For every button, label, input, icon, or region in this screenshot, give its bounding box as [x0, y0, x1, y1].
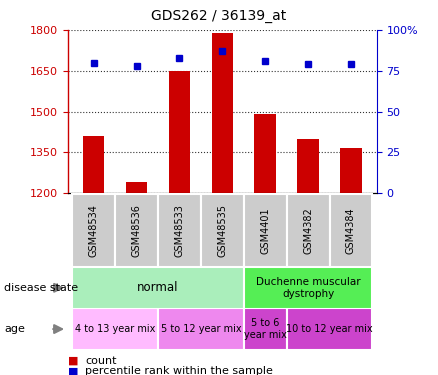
FancyBboxPatch shape	[201, 194, 244, 267]
Text: GSM48536: GSM48536	[131, 204, 141, 257]
FancyBboxPatch shape	[158, 194, 201, 267]
Text: age: age	[4, 324, 25, 334]
Text: GSM4384: GSM4384	[346, 207, 356, 254]
Text: GSM48533: GSM48533	[174, 204, 184, 257]
Text: GDS262 / 36139_at: GDS262 / 36139_at	[152, 9, 286, 23]
Bar	[83, 136, 104, 193]
Bar	[126, 182, 147, 193]
Text: GSM48535: GSM48535	[217, 204, 227, 257]
Bar	[340, 148, 362, 193]
FancyBboxPatch shape	[244, 267, 372, 309]
Bar	[254, 114, 276, 193]
Text: 10 to 12 year mix: 10 to 12 year mix	[286, 324, 373, 334]
FancyBboxPatch shape	[115, 194, 158, 267]
Text: GSM48534: GSM48534	[88, 204, 99, 257]
Text: ■: ■	[68, 366, 78, 375]
Text: percentile rank within the sample: percentile rank within the sample	[85, 366, 273, 375]
Text: GSM4401: GSM4401	[260, 207, 270, 254]
FancyBboxPatch shape	[72, 194, 115, 267]
Text: count: count	[85, 356, 117, 366]
FancyBboxPatch shape	[72, 308, 158, 350]
FancyBboxPatch shape	[286, 308, 372, 350]
Bar	[297, 139, 319, 193]
FancyBboxPatch shape	[72, 267, 244, 309]
Text: 4 to 13 year mix: 4 to 13 year mix	[75, 324, 155, 334]
Text: normal: normal	[137, 281, 179, 294]
Bar	[212, 33, 233, 193]
FancyBboxPatch shape	[244, 308, 286, 350]
Text: disease state: disease state	[4, 283, 78, 293]
FancyBboxPatch shape	[244, 194, 286, 267]
FancyBboxPatch shape	[286, 194, 329, 267]
Text: 5 to 12 year mix: 5 to 12 year mix	[161, 324, 241, 334]
FancyBboxPatch shape	[158, 308, 244, 350]
Bar	[169, 71, 190, 193]
Text: GSM4382: GSM4382	[303, 207, 313, 254]
Text: ■: ■	[68, 356, 78, 366]
Text: Duchenne muscular
dystrophy: Duchenne muscular dystrophy	[256, 277, 360, 298]
FancyBboxPatch shape	[329, 194, 372, 267]
Text: 5 to 6
year mix: 5 to 6 year mix	[244, 318, 286, 340]
